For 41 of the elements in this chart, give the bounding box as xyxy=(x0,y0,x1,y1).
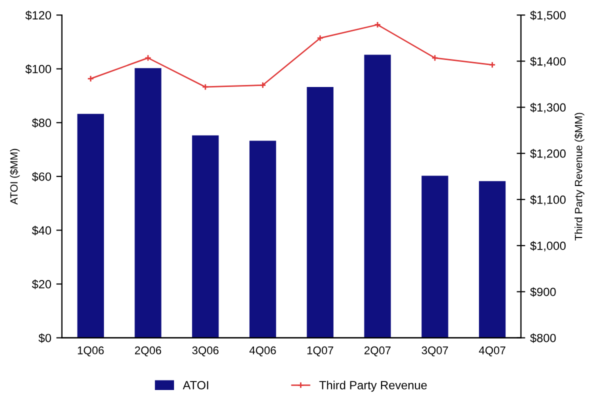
x-tick-label: 1Q06 xyxy=(78,346,104,356)
x-tick-label: 4Q06 xyxy=(249,346,276,356)
point xyxy=(202,84,209,90)
bar xyxy=(364,54,391,338)
y2-axis-title: Third Party Revenue ($MM) xyxy=(574,112,584,240)
y2-tick-label: $900 xyxy=(530,287,556,297)
bar xyxy=(422,176,448,338)
point xyxy=(431,54,438,62)
bar xyxy=(134,68,162,338)
y2-tick-label: $1,000 xyxy=(530,241,566,252)
bar xyxy=(478,181,506,338)
y-tick-label: $120 xyxy=(25,10,52,20)
point xyxy=(144,54,152,62)
x-tick-label: 3Q06 xyxy=(192,346,218,356)
y-tick-label: $100 xyxy=(25,64,52,74)
legend-label: ATOI xyxy=(182,381,208,390)
point xyxy=(374,21,381,28)
bar xyxy=(306,86,334,338)
bar xyxy=(192,135,219,338)
x-tick-label: 3Q07 xyxy=(422,346,448,356)
point xyxy=(316,34,324,42)
y-tick-label: $80 xyxy=(32,118,52,128)
y-tick-label: $20 xyxy=(32,280,52,290)
bar xyxy=(249,140,276,338)
legend-label: Third Party Revenue xyxy=(319,380,427,392)
y2-tick-label: $1,100 xyxy=(530,195,566,206)
x-tick-label: 2Q06 xyxy=(134,346,162,356)
x-tick-label: 1Q07 xyxy=(307,346,334,356)
x-tick-label: 4Q07 xyxy=(478,346,506,356)
y-axis-title: ATOI ($MM) xyxy=(10,148,20,205)
y2-tick-label: $1,400 xyxy=(530,56,566,67)
y2-tick-label: $1,300 xyxy=(530,102,566,114)
bar xyxy=(77,114,104,338)
y2-tick-label: $1,200 xyxy=(530,148,566,160)
y-tick-label: $0 xyxy=(38,333,52,343)
y2-tick-label: $1,500 xyxy=(530,10,566,21)
y-tick-label: $40 xyxy=(32,226,52,236)
y-tick-label: $60 xyxy=(32,172,52,182)
y2-tick-label: $800 xyxy=(530,333,556,343)
x-tick-label: 2Q07 xyxy=(364,346,391,356)
point xyxy=(259,82,266,89)
